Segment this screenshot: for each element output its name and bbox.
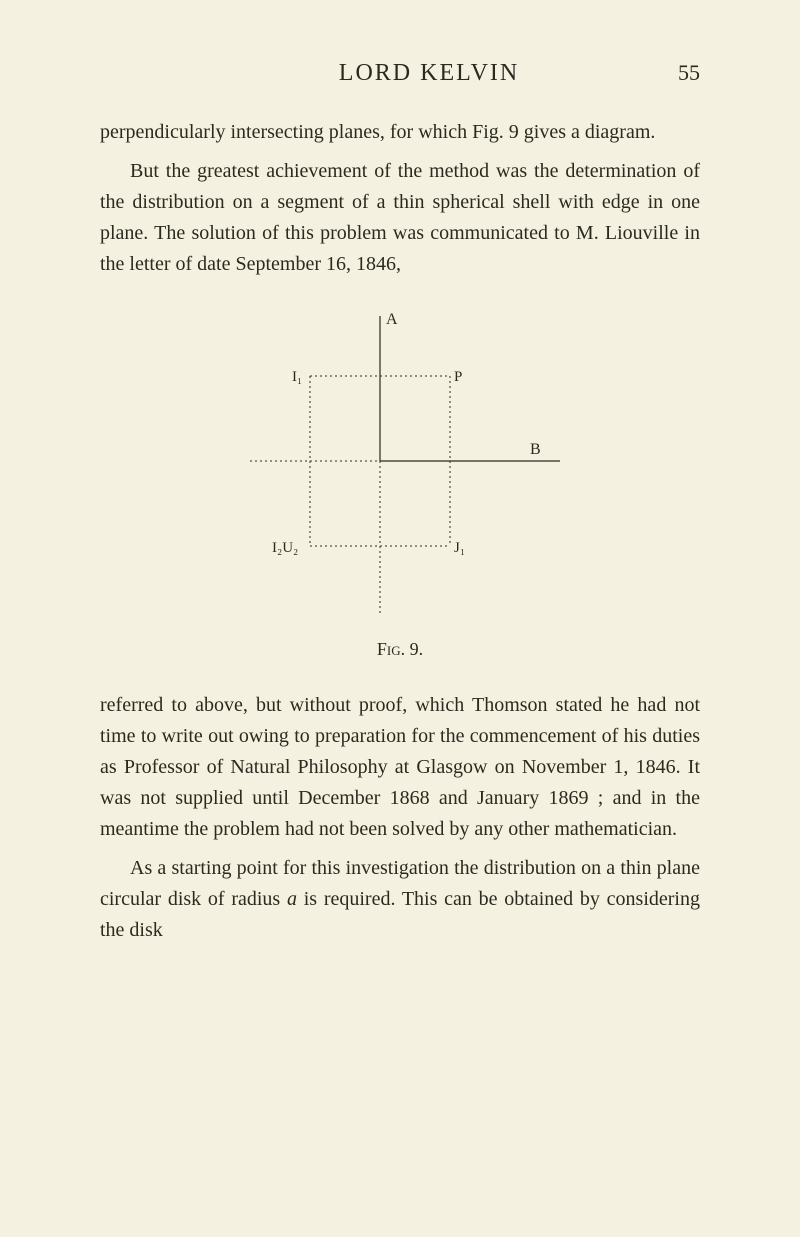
paragraph-3: referred to above, but without proof, wh… — [100, 690, 700, 845]
paragraph-1: perpendicularly intersecting planes, for… — [100, 117, 700, 148]
figure-9: A I₁ P B I₂U₂ J₁ Fig. 9. — [100, 306, 700, 660]
label-P: P — [454, 369, 462, 385]
label-J1: J₁ — [454, 540, 465, 556]
paragraph-2: But the greatest achievement of the meth… — [100, 156, 700, 280]
figure-9-svg: A I₁ P B I₂U₂ J₁ — [230, 306, 570, 626]
label-I1: I₁ — [292, 369, 302, 385]
label-B: B — [530, 441, 541, 458]
page-number: 55 — [678, 60, 700, 86]
caption-number: . 9. — [401, 639, 424, 659]
label-A: A — [386, 311, 398, 328]
page-header: LORD KELVIN 55 — [100, 60, 700, 87]
label-I2U2: I₂U₂ — [272, 540, 298, 556]
p4-italic: a — [287, 888, 297, 910]
caption-prefix: Fig — [377, 639, 401, 659]
running-title: LORD KELVIN — [180, 60, 678, 87]
paragraph-4: As a starting point for this investigati… — [100, 853, 700, 946]
figure-caption: Fig. 9. — [100, 639, 700, 660]
